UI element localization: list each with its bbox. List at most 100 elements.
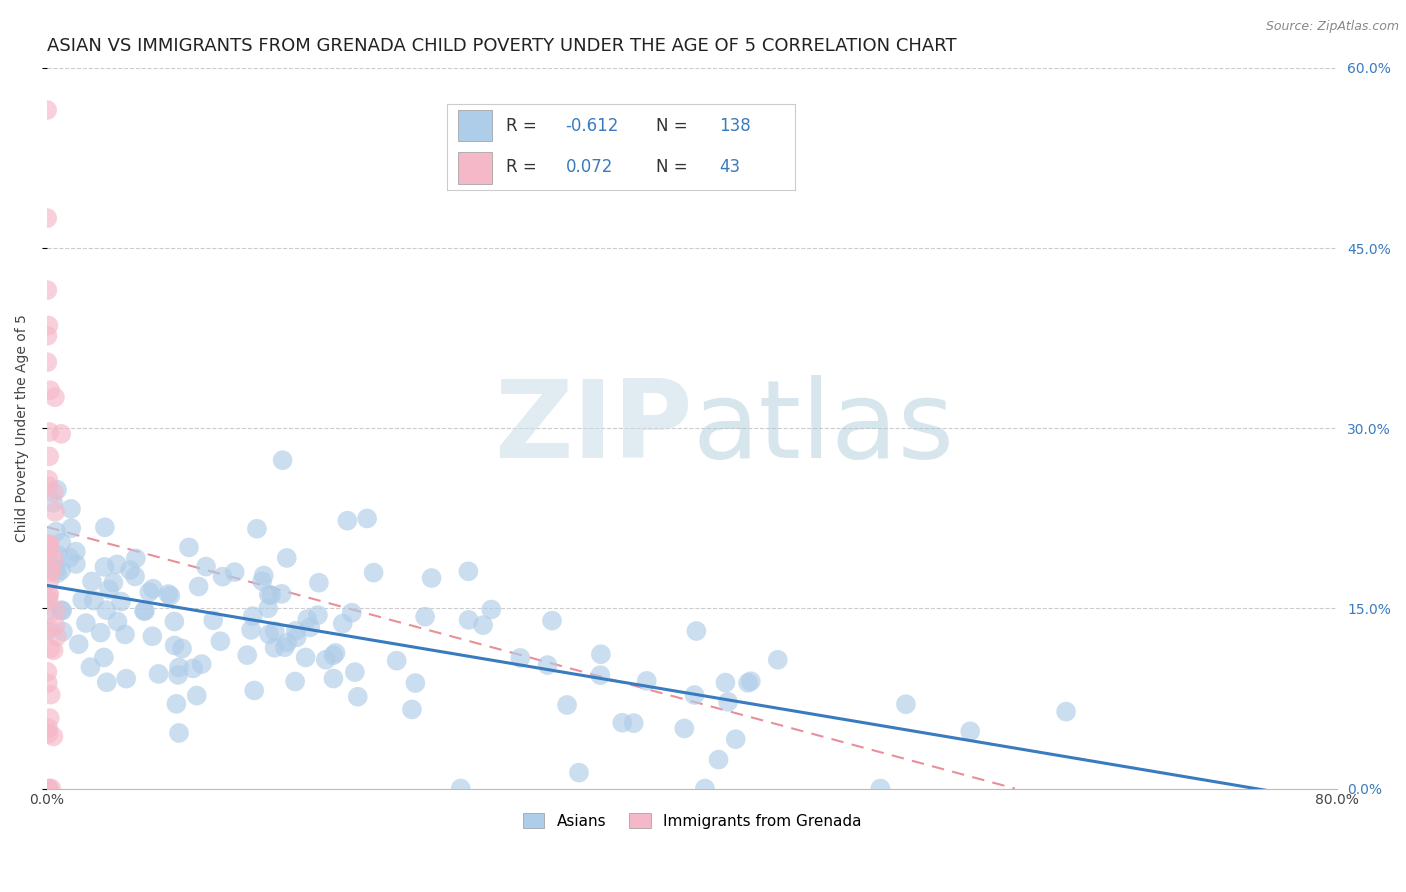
Point <box>45 524 67 539</box>
Point <box>270 587 292 601</box>
Point <box>134 604 156 618</box>
Point <box>479 602 502 616</box>
Point <box>37 624 59 638</box>
Point <box>589 668 612 682</box>
Point <box>186 689 208 703</box>
Point <box>420 571 443 585</box>
Point <box>167 660 190 674</box>
Point <box>37 537 59 551</box>
Point <box>44 552 66 566</box>
Point <box>94 520 117 534</box>
Point <box>332 616 354 631</box>
Point <box>148 667 170 681</box>
Point <box>105 558 128 572</box>
Point <box>51 426 73 441</box>
Point <box>83 593 105 607</box>
Point <box>404 676 426 690</box>
Point <box>51 536 73 550</box>
Point <box>96 675 118 690</box>
Point <box>240 623 263 637</box>
Point <box>346 690 368 704</box>
Point <box>536 658 558 673</box>
Point <box>98 582 121 597</box>
Point <box>107 615 129 629</box>
Point <box>894 697 917 711</box>
Point <box>541 614 564 628</box>
Point <box>165 697 187 711</box>
Point <box>37 283 59 297</box>
Point <box>96 603 118 617</box>
Point <box>336 514 359 528</box>
Y-axis label: Child Poverty Under the Age of 5: Child Poverty Under the Age of 5 <box>15 314 30 542</box>
Point <box>568 765 591 780</box>
Point <box>472 618 495 632</box>
Point <box>274 640 297 655</box>
Point <box>45 629 67 643</box>
Point <box>315 653 337 667</box>
Point <box>740 674 762 689</box>
Point <box>65 544 87 558</box>
Point <box>257 627 280 641</box>
Point <box>51 603 73 617</box>
Point <box>37 355 59 369</box>
Point <box>37 328 59 343</box>
Point <box>356 511 378 525</box>
Point <box>38 711 60 725</box>
Point <box>44 390 66 404</box>
Point <box>90 625 112 640</box>
Point <box>120 563 142 577</box>
Point <box>124 569 146 583</box>
Point <box>170 641 193 656</box>
Point <box>236 648 259 662</box>
Point <box>59 501 82 516</box>
Point <box>51 603 73 617</box>
Legend: Asians, Immigrants from Grenada: Asians, Immigrants from Grenada <box>517 807 868 835</box>
Point <box>75 616 97 631</box>
Point <box>450 781 472 796</box>
Point <box>38 425 60 439</box>
Point <box>623 716 645 731</box>
Point <box>93 560 115 574</box>
Point <box>413 609 436 624</box>
Point <box>294 650 316 665</box>
Point <box>38 587 60 601</box>
Point <box>714 675 737 690</box>
Point <box>693 781 716 796</box>
Point <box>271 453 294 467</box>
Point <box>44 505 66 519</box>
Point <box>187 580 209 594</box>
Point <box>132 604 155 618</box>
Point <box>93 650 115 665</box>
Point <box>363 566 385 580</box>
Point <box>555 698 578 712</box>
Point <box>202 613 225 627</box>
Point <box>285 630 308 644</box>
Point <box>38 594 60 608</box>
Point <box>49 563 72 577</box>
Point <box>243 683 266 698</box>
Point <box>38 781 60 796</box>
Point <box>284 624 307 638</box>
Point <box>103 575 125 590</box>
Point <box>195 559 218 574</box>
Point <box>138 585 160 599</box>
Point <box>724 732 747 747</box>
Point <box>636 673 658 688</box>
Point <box>959 724 981 739</box>
Point <box>685 624 707 638</box>
Point <box>385 654 408 668</box>
Point <box>717 695 740 709</box>
Point <box>38 621 60 635</box>
Point <box>209 634 232 648</box>
Point <box>190 657 212 671</box>
Point <box>257 588 280 602</box>
Point <box>250 574 273 588</box>
Point <box>46 566 69 581</box>
Point <box>167 726 190 740</box>
Point <box>115 672 138 686</box>
Point <box>110 594 132 608</box>
Point <box>737 676 759 690</box>
Point <box>37 211 59 225</box>
Point <box>163 639 186 653</box>
Point <box>167 668 190 682</box>
